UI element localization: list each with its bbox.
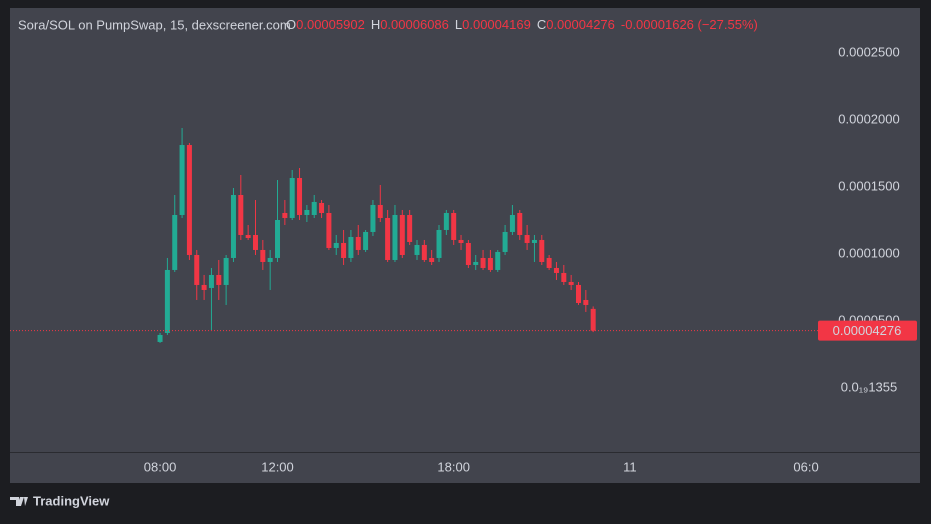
x-tick-label: 11 bbox=[623, 459, 637, 474]
pane bbox=[10, 8, 920, 483]
ohlc-value: 0.00004169 bbox=[462, 17, 531, 32]
candle-body bbox=[473, 261, 479, 265]
y-tick-label: 0.0002000 bbox=[838, 111, 899, 126]
change: -0.00001626 (−27.55%) bbox=[621, 17, 758, 32]
candle-body bbox=[230, 194, 236, 258]
candle-body bbox=[465, 242, 471, 265]
candle-body bbox=[223, 257, 229, 285]
candle-body bbox=[304, 209, 310, 215]
tv-logo: TradingView bbox=[10, 493, 110, 508]
candle-body bbox=[502, 231, 508, 252]
candle-body bbox=[333, 242, 339, 248]
candle-body bbox=[495, 251, 501, 270]
candle-body bbox=[238, 194, 244, 235]
candle-body bbox=[568, 281, 574, 285]
ohlc-header: O0.00005902 H0.00006086 L0.00004169 C0.0000… bbox=[286, 17, 758, 32]
candle-body bbox=[436, 229, 442, 258]
candle-body bbox=[480, 257, 486, 268]
candle-body bbox=[260, 249, 266, 262]
candle-body bbox=[216, 274, 222, 285]
candle-body bbox=[326, 212, 332, 248]
x-tick-label: 18:00 bbox=[437, 459, 470, 474]
candle-body bbox=[245, 234, 251, 238]
y-tick-label: 0.0001000 bbox=[838, 245, 899, 260]
candle-body bbox=[590, 308, 596, 331]
candle-body bbox=[392, 214, 398, 260]
candle-body bbox=[282, 212, 288, 218]
candle-body bbox=[575, 284, 581, 303]
candle-body bbox=[208, 274, 214, 288]
candle-body bbox=[458, 239, 464, 243]
candle-body bbox=[487, 257, 493, 270]
candle-body bbox=[443, 212, 449, 230]
candle-body bbox=[267, 257, 273, 262]
candle-body bbox=[451, 212, 457, 240]
y-tick-label: 0.0₁₉1355 bbox=[841, 379, 898, 394]
candle-body bbox=[553, 267, 559, 273]
ohlc-key: C bbox=[537, 17, 546, 32]
chart-title: Sora/SOL on PumpSwap, 15, dexscreener.co… bbox=[18, 17, 291, 32]
ohlc-key: L bbox=[455, 17, 462, 32]
ohlc-value: 0.00004276 bbox=[546, 17, 615, 32]
candle-body bbox=[355, 236, 361, 250]
candle-body bbox=[164, 269, 170, 333]
candle-body bbox=[201, 284, 207, 290]
y-tick-label: 0.0001500 bbox=[838, 178, 899, 193]
candle-body bbox=[583, 299, 589, 305]
x-tick-label: 06:0 bbox=[793, 459, 818, 474]
candle-body bbox=[524, 234, 530, 243]
last-price-box bbox=[818, 320, 917, 341]
ohlc-key: O bbox=[286, 17, 296, 32]
candle-body bbox=[517, 212, 523, 235]
candle-body bbox=[289, 177, 295, 218]
candle-body bbox=[370, 204, 376, 232]
brand: TradingView bbox=[33, 493, 110, 508]
candle-body bbox=[414, 244, 420, 255]
candle-body bbox=[157, 334, 163, 342]
candle-body bbox=[377, 204, 383, 218]
candle-body bbox=[429, 257, 435, 262]
ohlc-key: H bbox=[371, 17, 380, 32]
candle-body bbox=[407, 214, 413, 242]
candle-body bbox=[311, 201, 317, 215]
candle-body bbox=[319, 202, 325, 213]
ohlc-value: 0.00006086 bbox=[380, 17, 449, 32]
candle-body bbox=[252, 234, 258, 250]
candle-body bbox=[399, 214, 405, 255]
candle-body bbox=[172, 214, 178, 270]
candle-body bbox=[348, 236, 354, 258]
candle-body bbox=[363, 231, 369, 250]
candle-body bbox=[194, 254, 200, 285]
candle-body bbox=[179, 145, 185, 215]
y-tick-label: 0.0002500 bbox=[838, 44, 899, 59]
candle-body bbox=[341, 242, 347, 258]
last-price-label: 0.00004276 bbox=[833, 323, 902, 338]
plot bbox=[157, 128, 596, 343]
candle-body bbox=[539, 239, 545, 262]
ohlc-value: 0.00005902 bbox=[296, 17, 365, 32]
candle-body bbox=[385, 217, 391, 260]
candle-body bbox=[509, 214, 515, 232]
x-tick-label: 08:00 bbox=[144, 459, 177, 474]
candle-body bbox=[297, 177, 303, 215]
candle-body bbox=[546, 257, 552, 268]
candle-body bbox=[275, 219, 281, 258]
candle-body bbox=[186, 145, 192, 255]
candle-body bbox=[561, 272, 567, 282]
logo-mark bbox=[10, 497, 28, 506]
candle-body bbox=[421, 244, 427, 260]
x-tick-label: 12:00 bbox=[261, 459, 294, 474]
candle-body bbox=[531, 239, 537, 243]
